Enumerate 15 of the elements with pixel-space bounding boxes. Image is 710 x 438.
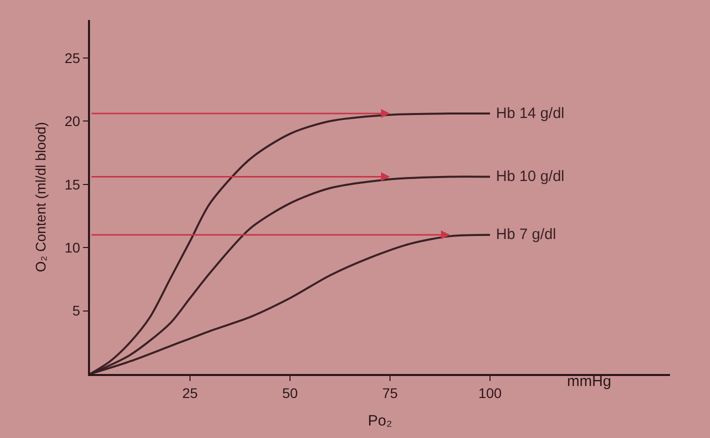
x-tick-label: 100 [478, 384, 502, 401]
y-tick-label: 5 [72, 302, 80, 319]
y-tick-label: 20 [64, 113, 80, 130]
series-label: Hb 7 g/dl [496, 226, 556, 243]
y-tick-label: 10 [64, 239, 80, 256]
x-tick-label: 25 [182, 384, 198, 401]
x-tick-label: 75 [382, 384, 398, 401]
y-tick-label: 15 [64, 176, 80, 192]
y-tick-label: 25 [64, 50, 80, 66]
annotation: mmHg [567, 373, 612, 390]
series-label: Hb 14 g/dl [496, 105, 564, 122]
x-axis-title: Po₂ [368, 412, 392, 430]
series-label: Hb 10 g/dl [496, 168, 564, 185]
x-tick-label: 50 [282, 384, 298, 401]
y-axis-title: O₂ Content (ml/dl blood) [32, 122, 49, 272]
